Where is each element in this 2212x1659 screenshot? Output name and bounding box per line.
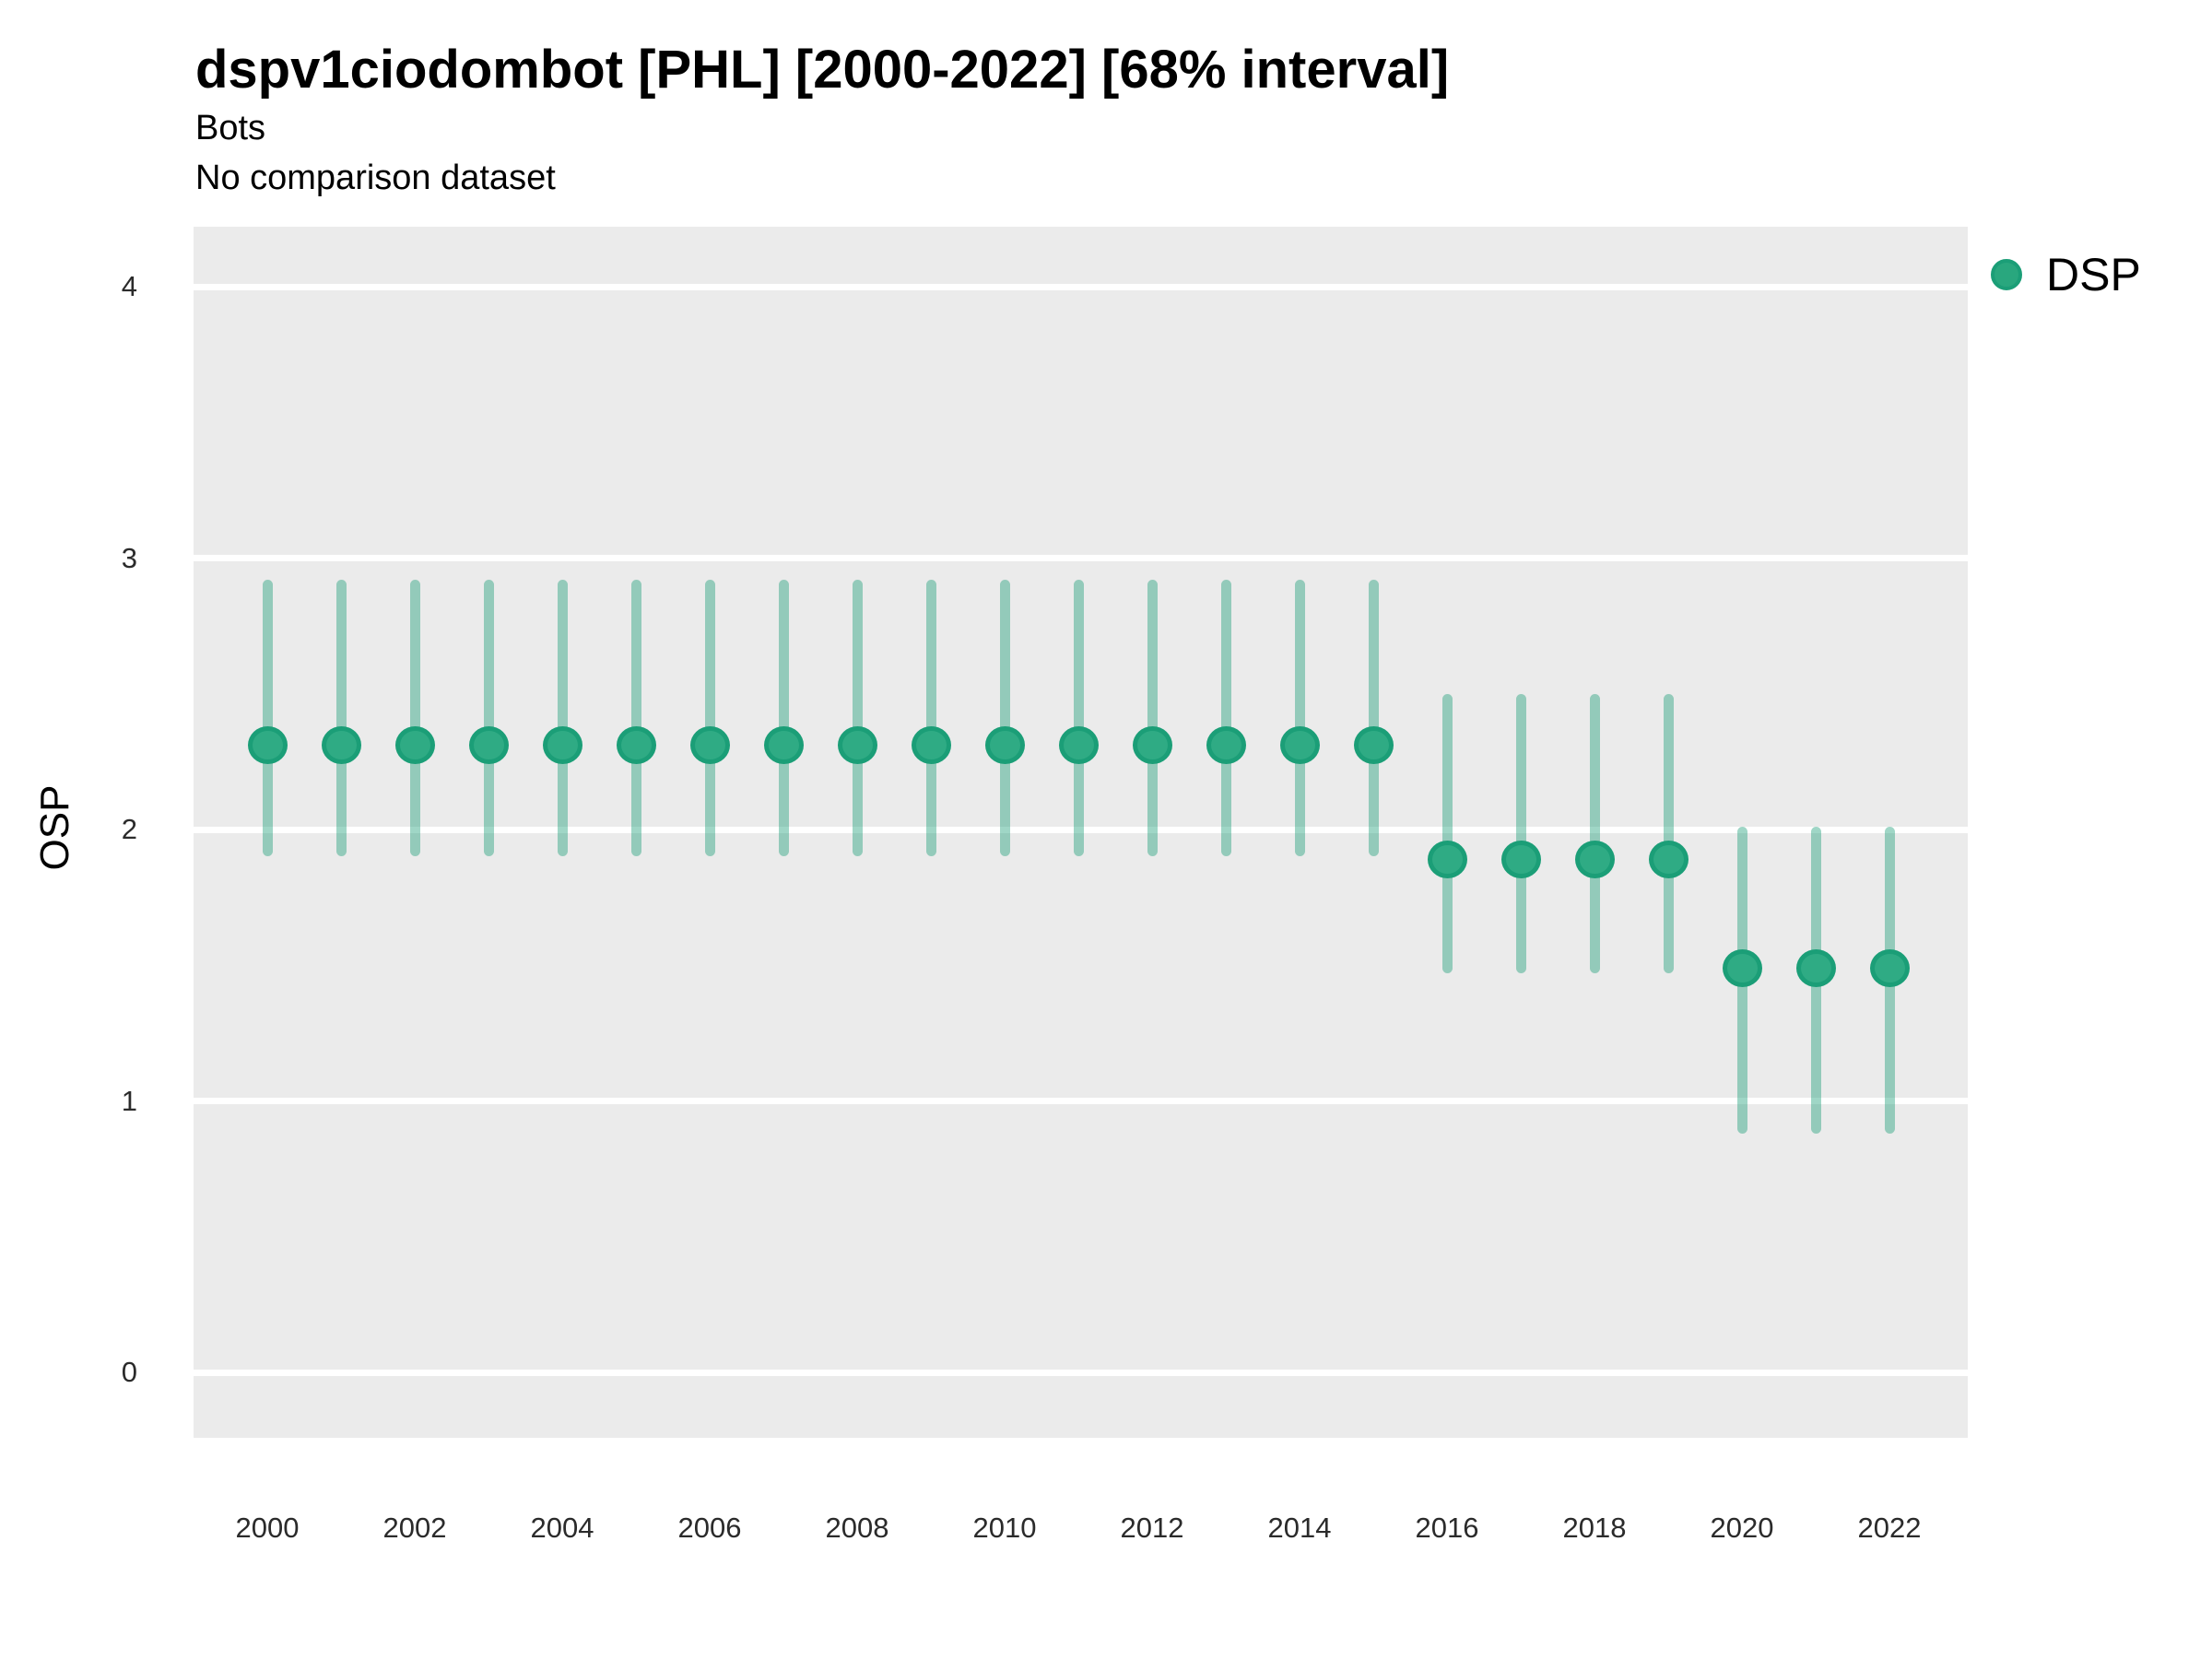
legend-key-dot-icon <box>1991 259 2022 290</box>
chart-subtitle-comparison: No comparison dataset <box>195 159 556 197</box>
y-tick-label: 4 <box>121 270 137 302</box>
x-tick-label: 2012 <box>1120 1512 1184 1544</box>
x-tick-label: 2014 <box>1267 1512 1332 1544</box>
x-tick-label: 2016 <box>1415 1512 1479 1544</box>
chart-title: dspv1ciodombot [PHL] [2000-2022] [68% in… <box>195 40 1450 100</box>
plot-panel <box>194 227 1968 1438</box>
legend-label: DSP <box>2046 249 2141 300</box>
gridline <box>194 1098 1968 1104</box>
y-tick-label: 0 <box>121 1356 137 1388</box>
x-tick-label: 2000 <box>235 1512 300 1544</box>
x-tick-label: 2006 <box>677 1512 742 1544</box>
y-tick-label: 1 <box>121 1084 137 1117</box>
x-tick-label: 2020 <box>1710 1512 1774 1544</box>
x-tick-label: 2002 <box>382 1512 447 1544</box>
x-tick-label: 2004 <box>530 1512 594 1544</box>
gridline <box>194 555 1968 561</box>
gridline <box>194 1369 1968 1376</box>
x-tick-label: 2008 <box>825 1512 889 1544</box>
x-tick-label: 2022 <box>1857 1512 1922 1544</box>
y-tick-label: 2 <box>121 813 137 845</box>
x-tick-label: 2010 <box>972 1512 1037 1544</box>
gridline <box>194 283 1968 290</box>
legend: DSP <box>1991 247 2141 302</box>
x-tick-label: 2018 <box>1562 1512 1627 1544</box>
gridline <box>194 826 1968 833</box>
y-tick-label: 3 <box>121 541 137 574</box>
chart-subtitle: Bots <box>195 109 266 147</box>
